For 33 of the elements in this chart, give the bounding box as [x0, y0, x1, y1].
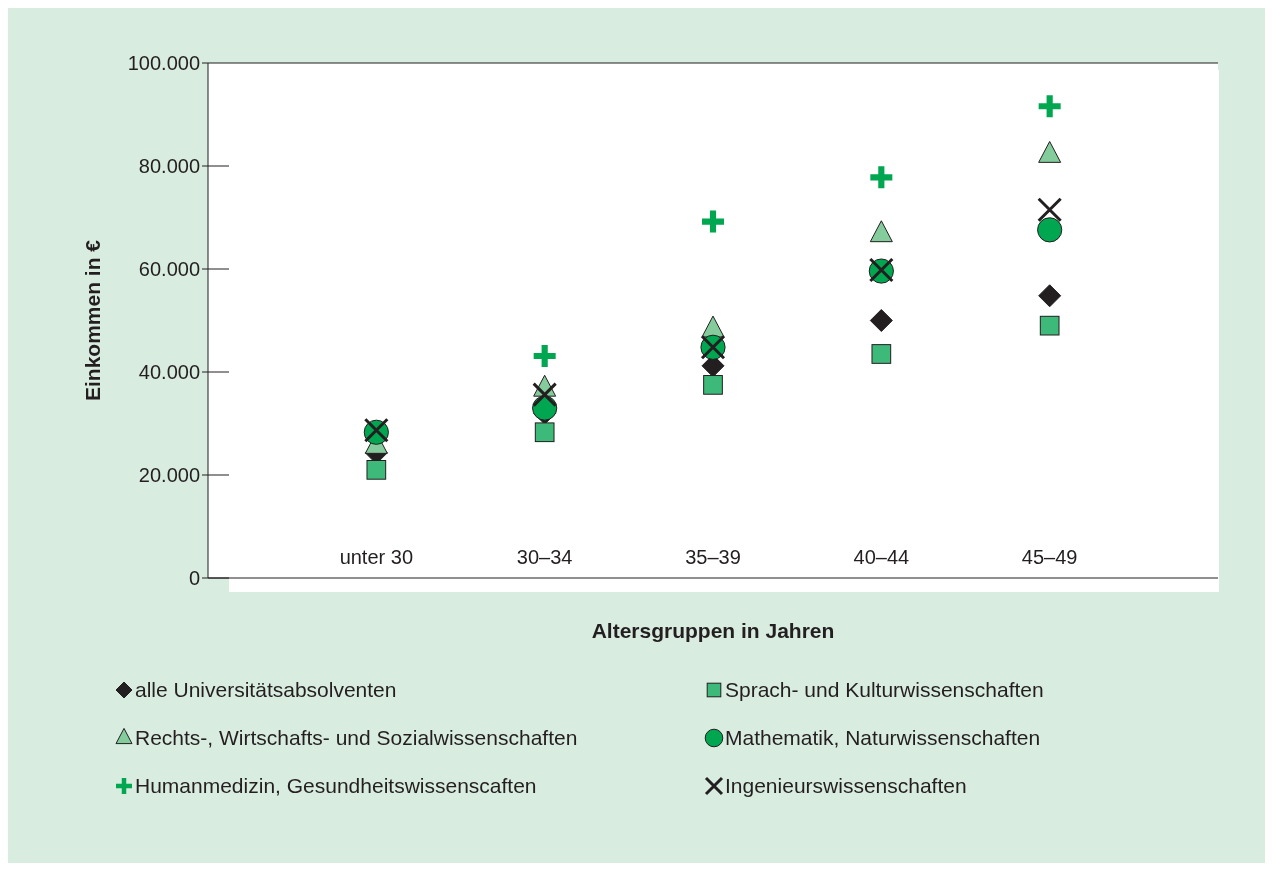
point	[1038, 284, 1062, 308]
point	[703, 375, 723, 395]
point	[533, 345, 556, 368]
point	[702, 210, 724, 233]
point	[1037, 197, 1063, 223]
y-tick-label: 20.000	[138, 464, 200, 487]
x-tick-label: 45–49	[1021, 546, 1078, 568]
y-axis-title: Einkommen in €	[81, 239, 105, 402]
y-tick-label: 100.000	[127, 52, 200, 75]
x-tick-label: 35–39	[685, 546, 741, 568]
legend-label: Rechts-, Wirtschafts- und Sozialwissenschaften	[135, 726, 578, 750]
point	[870, 166, 893, 189]
point	[1037, 217, 1063, 243]
x-axis-title: Altersgruppen in Jahren	[591, 619, 835, 642]
legend-label: Humanmedizin, Gesundheitswissenscaften	[135, 774, 537, 798]
x-tick-label: unter 30	[339, 546, 414, 568]
legend-label: Ingenieurswissenschaften	[725, 774, 967, 798]
legend-label: Sprach- und Kulturwissenschaften	[725, 678, 1044, 702]
y-tick-label: 80.000	[138, 155, 200, 178]
point	[869, 309, 893, 332]
y-tick-label: 0	[188, 567, 200, 590]
point	[871, 344, 892, 364]
x-tick-label: 30–34	[516, 546, 573, 568]
point	[532, 382, 558, 408]
point	[1038, 95, 1061, 118]
point	[366, 460, 387, 480]
legend-label: alle Universitätsabsolventen	[135, 678, 397, 702]
x-tick-label: 40–44	[853, 546, 910, 568]
point	[1039, 315, 1060, 336]
y-tick-label: 40.000	[138, 361, 200, 384]
legend-label: Mathematik, Naturwissenschaften	[725, 726, 1041, 750]
y-tick-label: 60.000	[138, 258, 200, 281]
point	[534, 422, 555, 443]
